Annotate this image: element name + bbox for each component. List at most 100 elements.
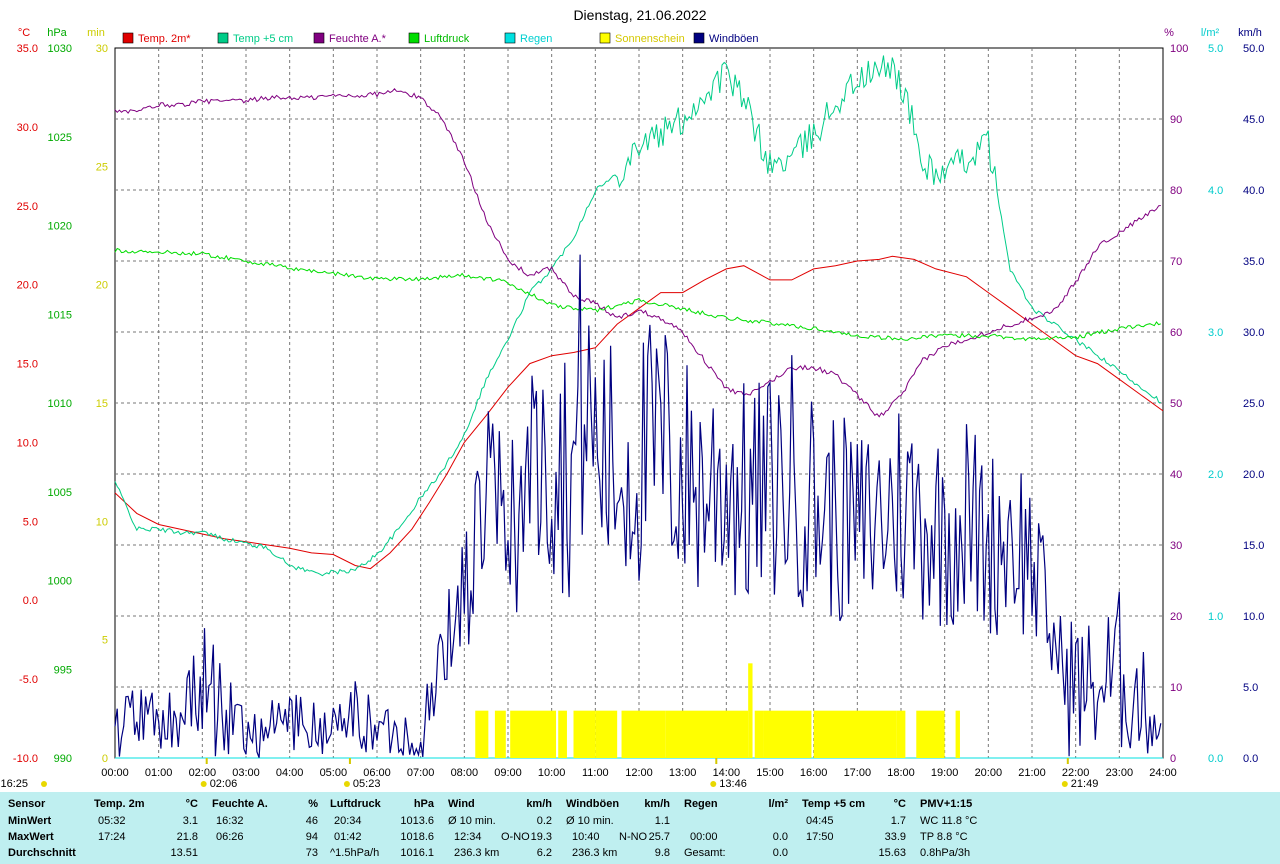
legend-swatch bbox=[217, 32, 229, 44]
humidity-tick-label: 10 bbox=[1170, 682, 1182, 694]
stats-wind-avg10-label: Ø 10 min. bbox=[448, 815, 496, 827]
legend-swatch bbox=[313, 32, 325, 44]
temp-tick-label: 20.0 bbox=[17, 280, 38, 292]
stats-gusts-max-dir: N-NO bbox=[619, 831, 648, 843]
pressure-tick-label: 1005 bbox=[48, 487, 72, 499]
sunshine-bar bbox=[955, 710, 960, 758]
sun-tick-label: 0 bbox=[102, 753, 108, 765]
x-tick-label: 21:00 bbox=[1018, 767, 1046, 779]
x-tick-label: 01:00 bbox=[145, 767, 173, 779]
stats-wind-max-val: 19.3 bbox=[530, 831, 552, 843]
sun-tick-label: 30 bbox=[96, 43, 108, 55]
stats-rain-col: Regen l/m² 00:00 0.0 Gesamt: 0.0 bbox=[684, 792, 792, 864]
temp-tick-label: 0.0 bbox=[23, 595, 38, 607]
temp-axis-unit: °C bbox=[18, 27, 30, 39]
legend-swatch bbox=[504, 32, 516, 44]
wind-tick-label: 40.0 bbox=[1243, 185, 1264, 197]
stats-temp5-header: Temp +5 cm bbox=[802, 798, 866, 810]
sun-tick-label: 5 bbox=[102, 635, 108, 647]
stats-temp5-avg: 15.63 bbox=[878, 847, 906, 859]
sunshine-bar bbox=[595, 710, 618, 758]
sunshine-bar bbox=[558, 710, 567, 758]
stats-wind-col: Wind km/h Ø 10 min. 0.2 12:34 O-NO 19.3 236.… bbox=[448, 792, 556, 864]
stats-pmv-col: PMV+1:15 WC 11.8 °C TP 8.8 °C 0.8hPa/3h bbox=[920, 792, 1040, 864]
stats-pmv-dewpoint: TP 8.8 °C bbox=[920, 831, 968, 843]
sun-icon bbox=[710, 781, 717, 787]
x-tick-label: 14:00 bbox=[713, 767, 741, 779]
stats-pmv-windchill: WC 11.8 °C bbox=[920, 815, 978, 827]
stats-humidity-header: Feuchte A. bbox=[212, 798, 268, 810]
stats-gusts-avg10-label: Ø 10 min. bbox=[566, 815, 614, 827]
pressure-tick-label: 990 bbox=[54, 753, 72, 765]
pressure-tick-label: 1000 bbox=[48, 576, 72, 588]
humidity-tick-label: 70 bbox=[1170, 256, 1182, 268]
x-tick-label: 06:00 bbox=[363, 767, 391, 779]
stats-rain-total-label: Gesamt: bbox=[684, 847, 726, 859]
stats-temp5-min-val: 1.7 bbox=[890, 815, 906, 827]
stats-pressure-min-val: 1013.6 bbox=[400, 815, 434, 827]
x-tick-label: 19:00 bbox=[931, 767, 959, 779]
pressure-tick-label: 1020 bbox=[48, 221, 72, 233]
legend-entry: Regen bbox=[504, 32, 552, 45]
legend-label: Luftdruck bbox=[424, 33, 470, 45]
humidity-tick-label: 80 bbox=[1170, 185, 1182, 197]
stats-temp-header: Temp. 2m bbox=[94, 798, 145, 810]
legend-entry: Temp +5 cm bbox=[217, 32, 293, 45]
sun-axis-unit: min bbox=[87, 27, 105, 39]
stats-pressure-avg: 1016.1 bbox=[400, 847, 434, 859]
sunshine-bars bbox=[475, 663, 960, 758]
stats-gusts-distance: 236.3 km bbox=[572, 847, 618, 859]
sunshine-bar bbox=[896, 710, 906, 758]
axes: 00:00 01:00 02:00 03:00 04:00 05:00 06:00 07:00… bbox=[13, 27, 1265, 779]
weather-chart: Dienstag, 21.06.2022 Temp. 2m* Temp +5 cm… bbox=[0, 7, 1265, 790]
stats-pressure-max-time: 01:42 bbox=[334, 831, 362, 843]
series-line-feuchte-a- bbox=[114, 88, 1161, 418]
stats-wind-header: Wind bbox=[448, 798, 475, 810]
pressure-tick-label: 1030 bbox=[48, 43, 72, 55]
pressure-tick-label: 995 bbox=[54, 664, 72, 676]
stats-wind-max-time: 12:34 bbox=[454, 831, 482, 843]
stats-pressure-header: Luftdruck bbox=[330, 798, 381, 810]
grid bbox=[114, 47, 1164, 759]
series-line-luftdruck bbox=[114, 247, 1161, 342]
stats-gusts-avg10-val: 1.1 bbox=[654, 815, 670, 827]
pressure-tick-label: 1015 bbox=[48, 309, 72, 321]
stats-gusts-unit: km/h bbox=[644, 798, 670, 810]
stats-row-avg: Durchschnitt bbox=[8, 847, 76, 859]
sunshine-bar bbox=[475, 710, 489, 758]
humidity-tick-label: 100 bbox=[1170, 43, 1188, 55]
time-marker-label: 16:25 bbox=[0, 778, 28, 790]
stats-wind-unit: km/h bbox=[526, 798, 552, 810]
temp-tick-label: 15.0 bbox=[17, 359, 38, 371]
stats-temp-avg: 13.51 bbox=[170, 847, 198, 859]
legend-entry: Sonnenschein bbox=[599, 32, 685, 45]
stats-pressure-max-val: 1018.6 bbox=[400, 831, 434, 843]
sun-icon bbox=[343, 781, 350, 787]
stats-gusts-col: Windböen km/h Ø 10 min. 1.1 10:40 N-NO 25.7 … bbox=[566, 792, 674, 864]
stats-pmv-pressure-trend: 0.8hPa/3h bbox=[920, 847, 971, 859]
stats-pressure-col: Luftdruck hPa 20:34 1013.6 01:42 1018.6 ^1.… bbox=[330, 792, 438, 864]
stats-temp5-unit: °C bbox=[893, 798, 906, 810]
legend-swatch bbox=[122, 32, 134, 44]
stats-rain-header: Regen bbox=[684, 798, 718, 810]
time-marker-label: 13:46 bbox=[719, 778, 747, 790]
stats-pressure-trend: ^1.5hPa/h bbox=[330, 847, 380, 859]
rain-tick-label: 3.0 bbox=[1208, 327, 1223, 339]
wind-tick-label: 20.0 bbox=[1243, 469, 1264, 481]
legend-entry: Feuchte A.* bbox=[313, 32, 387, 45]
stats-rain-unit: l/m² bbox=[768, 798, 788, 810]
rain-tick-label: 4.0 bbox=[1208, 185, 1223, 197]
humidity-tick-label: 60 bbox=[1170, 327, 1182, 339]
wind-tick-label: 50.0 bbox=[1243, 43, 1264, 55]
x-tick-label: 13:00 bbox=[669, 767, 697, 779]
stats-temp5-min-time: 04:45 bbox=[806, 815, 834, 827]
humidity-axis-unit: % bbox=[1164, 27, 1174, 39]
stats-temp-unit: °C bbox=[185, 798, 198, 810]
temp-tick-label: 5.0 bbox=[23, 516, 38, 528]
time-markers: 16:25 02:06 05:23 13:46 21:49 bbox=[0, 758, 1098, 790]
stats-gusts-max-val: 25.7 bbox=[648, 831, 670, 843]
temp-tick-label: 10.0 bbox=[17, 437, 38, 449]
stats-rain-max-val: 0.0 bbox=[772, 831, 788, 843]
stats-row-max: MaxWert bbox=[8, 831, 54, 843]
sun-tick-label: 25 bbox=[96, 161, 108, 173]
